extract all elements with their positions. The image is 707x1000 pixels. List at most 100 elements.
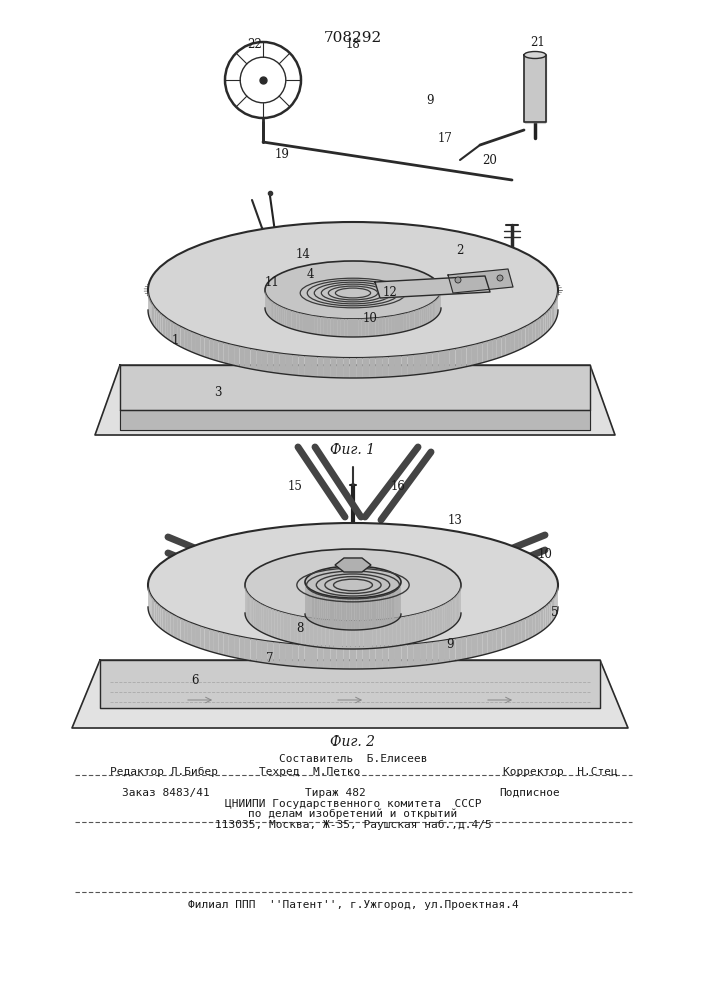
Polygon shape [155, 307, 156, 329]
Polygon shape [426, 642, 432, 665]
Polygon shape [482, 632, 487, 655]
Polygon shape [322, 594, 323, 627]
Polygon shape [362, 598, 364, 630]
Polygon shape [200, 626, 204, 650]
Polygon shape [196, 625, 200, 648]
Polygon shape [445, 603, 447, 632]
Polygon shape [294, 615, 298, 644]
Polygon shape [346, 621, 351, 649]
Polygon shape [269, 608, 271, 637]
Polygon shape [359, 621, 363, 649]
Polygon shape [327, 318, 330, 336]
Circle shape [497, 275, 503, 281]
Polygon shape [298, 356, 305, 376]
Polygon shape [385, 593, 387, 626]
Polygon shape [380, 595, 382, 627]
Polygon shape [268, 352, 274, 373]
Polygon shape [354, 598, 357, 630]
Polygon shape [312, 590, 313, 623]
Polygon shape [277, 611, 281, 640]
Polygon shape [362, 319, 366, 337]
Text: Фиг. 2: Фиг. 2 [330, 735, 375, 749]
Polygon shape [372, 620, 376, 648]
Polygon shape [223, 343, 229, 364]
Polygon shape [357, 598, 359, 630]
Polygon shape [356, 358, 363, 378]
Polygon shape [548, 602, 550, 626]
Polygon shape [287, 614, 291, 642]
Text: 708292: 708292 [324, 31, 382, 45]
Polygon shape [392, 591, 393, 624]
Polygon shape [196, 334, 200, 355]
Polygon shape [379, 317, 382, 336]
Polygon shape [529, 615, 532, 639]
Polygon shape [389, 357, 395, 377]
Polygon shape [240, 637, 245, 660]
Polygon shape [305, 617, 309, 646]
Polygon shape [255, 600, 257, 630]
Text: 9: 9 [426, 94, 434, 106]
Polygon shape [334, 620, 338, 649]
Polygon shape [325, 595, 327, 628]
Polygon shape [266, 606, 269, 636]
Polygon shape [396, 589, 397, 621]
Polygon shape [472, 344, 477, 365]
Polygon shape [177, 325, 180, 347]
Polygon shape [95, 365, 615, 435]
Polygon shape [443, 604, 445, 633]
Polygon shape [334, 318, 337, 337]
Polygon shape [152, 597, 153, 621]
Polygon shape [369, 647, 375, 669]
Polygon shape [501, 335, 506, 357]
Polygon shape [375, 318, 379, 336]
Text: Тираж 482: Тираж 482 [305, 788, 366, 798]
Polygon shape [315, 592, 316, 624]
Polygon shape [286, 644, 292, 666]
Polygon shape [153, 305, 155, 327]
Polygon shape [149, 591, 150, 615]
Polygon shape [412, 614, 416, 643]
Polygon shape [346, 598, 349, 630]
Polygon shape [414, 354, 420, 375]
Polygon shape [467, 345, 472, 367]
Polygon shape [218, 632, 223, 655]
Polygon shape [342, 621, 346, 649]
Polygon shape [316, 592, 317, 625]
Text: 11: 11 [264, 276, 279, 290]
Polygon shape [151, 301, 152, 323]
Polygon shape [204, 628, 209, 651]
Text: 10: 10 [537, 548, 552, 562]
Polygon shape [532, 613, 535, 637]
Polygon shape [310, 589, 312, 622]
Polygon shape [553, 597, 554, 621]
Polygon shape [339, 597, 341, 630]
Polygon shape [337, 647, 343, 669]
Polygon shape [452, 598, 454, 627]
Polygon shape [451, 599, 452, 628]
Polygon shape [168, 319, 171, 341]
Polygon shape [376, 620, 380, 648]
Polygon shape [274, 353, 280, 374]
Polygon shape [375, 357, 382, 378]
Polygon shape [337, 358, 343, 378]
Polygon shape [120, 365, 590, 410]
Polygon shape [325, 620, 329, 648]
Text: Заказ 8483/41: Заказ 8483/41 [122, 788, 210, 798]
Polygon shape [368, 318, 372, 337]
Polygon shape [398, 587, 399, 620]
Polygon shape [477, 343, 482, 364]
Polygon shape [397, 617, 401, 646]
Polygon shape [348, 319, 351, 337]
Polygon shape [262, 351, 268, 372]
Polygon shape [414, 644, 420, 666]
Polygon shape [428, 610, 431, 639]
Polygon shape [301, 617, 305, 645]
Polygon shape [382, 357, 389, 377]
Polygon shape [358, 319, 362, 337]
Text: 5: 5 [551, 605, 559, 618]
Polygon shape [252, 598, 253, 627]
Polygon shape [317, 619, 321, 647]
Polygon shape [343, 647, 350, 669]
Polygon shape [556, 296, 557, 319]
Polygon shape [335, 558, 371, 572]
